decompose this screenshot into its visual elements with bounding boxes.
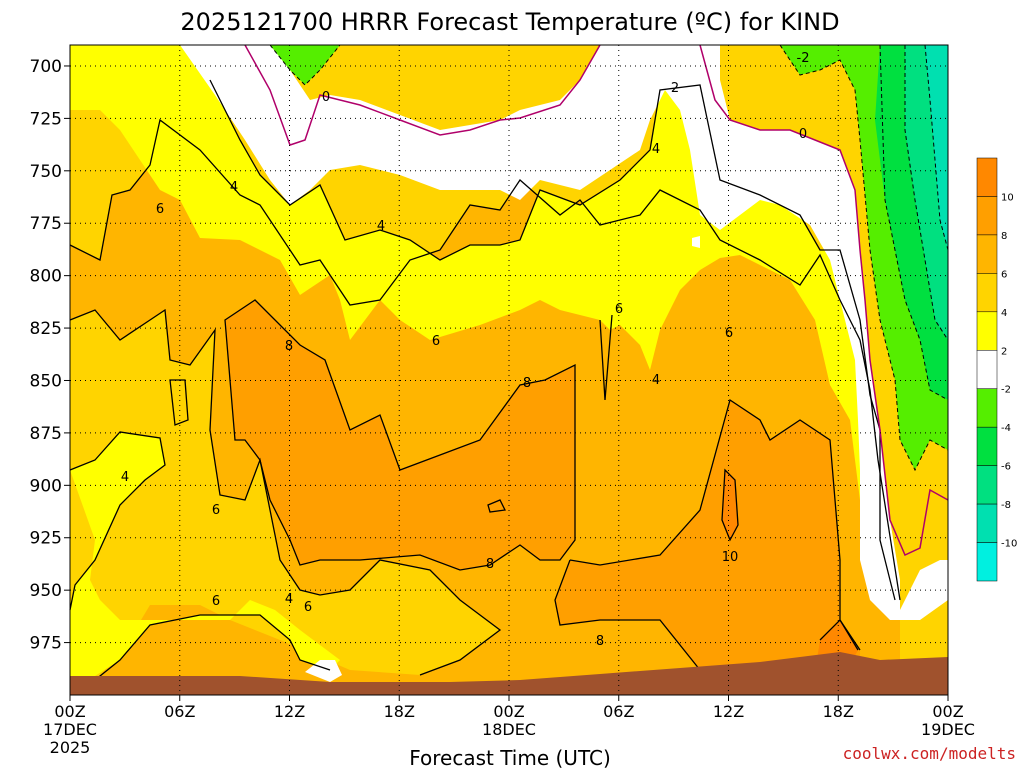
contour-label: 8 (285, 339, 293, 354)
colorbar-label: -2 (1001, 385, 1011, 396)
y-tick-label: 925 (30, 529, 62, 549)
band-neg2-2-dot (692, 236, 700, 248)
contour-label: 4 (230, 180, 238, 195)
band-neg2-2 (180, 45, 948, 620)
colorbar-swatch (976, 311, 998, 351)
plot-area: 0 0 -2 2 4 4 4 4 4 4 6 6 6 6 6 6 6 8 8 8… (69, 44, 949, 696)
band-2-4-upper (70, 45, 895, 600)
y-tick-label: 975 (30, 634, 62, 654)
zero-contours (244, 44, 949, 557)
colorbar-swatch (976, 234, 998, 274)
band-neg10-neg8 (925, 45, 948, 250)
x-tick-label: 00Z (932, 702, 963, 721)
colorbar-label: 4 (1001, 308, 1007, 319)
y-tick-label: 700 (30, 57, 62, 77)
contour-labels: 0 0 -2 2 4 4 4 4 4 4 6 6 6 6 6 6 6 8 8 8… (121, 51, 810, 649)
contour-label: 4 (377, 219, 385, 234)
x-tick-label: 18Z (823, 702, 854, 721)
contour-label: 6 (304, 600, 312, 615)
x-tick-date: 17DEC (43, 720, 97, 739)
x-tick-label: 18Z (384, 702, 415, 721)
x-tick-label: 00Z (54, 702, 85, 721)
contour-label: 4 (285, 592, 293, 607)
x-tick-label: 00Z (493, 702, 524, 721)
colorbar-label: 10 (1001, 192, 1014, 203)
colorbar-label: -6 (1001, 462, 1011, 473)
contour-label: 6 (212, 503, 220, 518)
colorbar-swatch (976, 196, 998, 236)
colorbar-swatch (976, 273, 998, 313)
contour-label: 6 (725, 326, 733, 341)
y-axis: 700 725 750 775 800 825 850 875 900 925 950 975 (30, 57, 70, 654)
colorbar-label: 8 (1001, 231, 1007, 242)
x-tick-date: 18DEC (482, 720, 536, 739)
band-neg2-2-blob (305, 660, 342, 682)
colorbar-swatch (976, 388, 998, 428)
y-tick-label: 825 (30, 319, 62, 339)
contour-label: 8 (486, 557, 494, 572)
x-tick-label: 06Z (164, 702, 195, 721)
y-tick-label: 900 (30, 476, 62, 496)
negative-contours (269, 44, 949, 472)
x-tick-label: 12Z (713, 702, 744, 721)
y-tick-label: 775 (30, 214, 62, 234)
ground-terrain (70, 652, 948, 695)
colorbar-label: 2 (1001, 346, 1007, 357)
band-10-12 (722, 470, 738, 540)
contour-label: 6 (432, 334, 440, 349)
contour-label: 6 (156, 202, 164, 217)
band-2-4-lower (70, 432, 340, 680)
y-tick-label: 950 (30, 581, 62, 601)
contour-label: -2 (797, 51, 810, 66)
contour-label: 4 (652, 373, 660, 388)
contour-label: 6 (212, 594, 220, 609)
y-tick-label: 750 (30, 162, 62, 182)
contour-label: 2 (671, 81, 679, 96)
colorbar: 10 8 6 4 2 -2 -4 -6 -8 -10 (976, 157, 1017, 582)
band-4-6-lower (70, 310, 500, 680)
x-tick-label: 12Z (274, 702, 305, 721)
colorbar-swatch (976, 157, 998, 197)
colorbar-swatch (976, 465, 998, 505)
y-tick-label: 725 (30, 109, 62, 129)
chart-title: 2025121700 HRRR Forecast Temperature (ºC… (180, 8, 839, 36)
colorbar-swatch (976, 350, 998, 389)
x-axis-label: Forecast Time (UTC) (409, 746, 611, 768)
x-tick-date: 19DEC (921, 720, 975, 739)
y-tick-label: 850 (30, 371, 62, 391)
colorbar-swatch (976, 426, 998, 466)
y-tick-label: 800 (30, 267, 62, 287)
band-neg4-neg2-top (270, 45, 340, 85)
contour-label: 8 (596, 634, 604, 649)
contour-lines (69, 79, 901, 681)
contour-label: 10 (722, 550, 739, 565)
band-8-10-right (555, 400, 860, 672)
colorbar-label: -4 (1001, 423, 1011, 434)
contour-label: 4 (121, 470, 129, 485)
contour-label: 6 (615, 302, 623, 317)
contour-label: 4 (652, 142, 660, 157)
colorbar-label: -8 (1001, 500, 1011, 511)
credit-link[interactable]: coolwx.com/modelts (843, 744, 1016, 763)
band-8-10 (225, 300, 575, 570)
contour-label: 0 (322, 90, 330, 105)
colorbar-swatch (976, 542, 998, 582)
colorbar-swatch (976, 503, 998, 543)
x-tick-year: 2025 (50, 738, 91, 757)
contour-label: 0 (799, 127, 807, 142)
colorbar-label: 6 (1001, 269, 1007, 280)
contour-label: 8 (523, 376, 531, 391)
y-tick-label: 875 (30, 424, 62, 444)
x-tick-label: 06Z (603, 702, 634, 721)
colorbar-label: -10 (1001, 539, 1017, 550)
